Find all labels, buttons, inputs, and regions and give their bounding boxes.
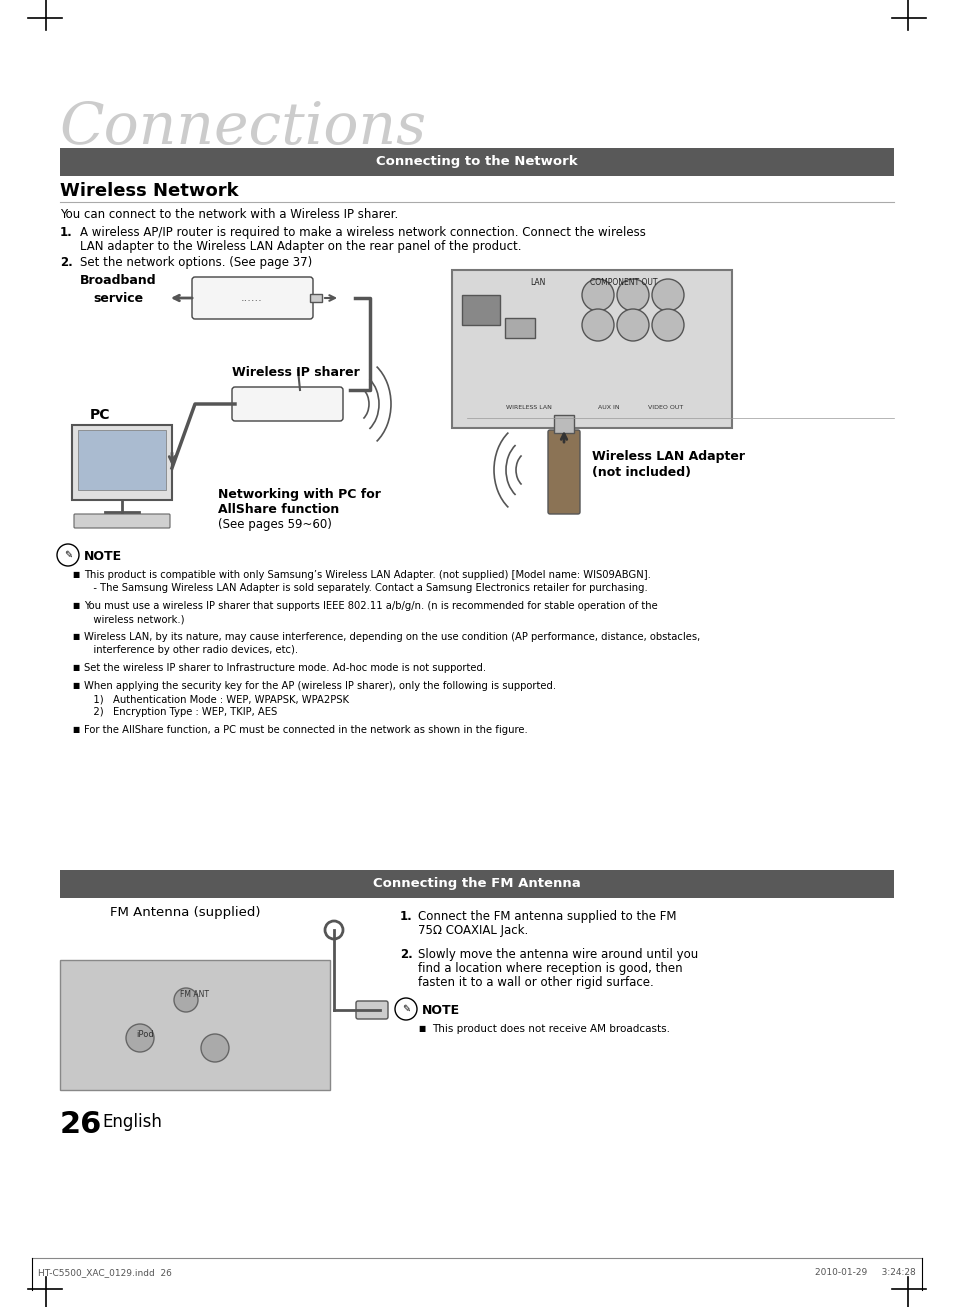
Text: English: English	[102, 1114, 162, 1131]
FancyBboxPatch shape	[355, 1001, 388, 1019]
FancyBboxPatch shape	[310, 294, 322, 302]
Text: - The Samsung Wireless LAN Adapter is sold separately. Contact a Samsung Electro: - The Samsung Wireless LAN Adapter is so…	[84, 583, 647, 593]
Text: When applying the security key for the AP (wireless IP sharer), only the followi: When applying the security key for the A…	[84, 681, 556, 691]
Text: iPod: iPod	[136, 1030, 153, 1039]
Text: wireless network.): wireless network.)	[84, 614, 184, 623]
Circle shape	[173, 988, 198, 1012]
Text: 2.: 2.	[399, 948, 413, 961]
Text: Connections: Connections	[60, 101, 427, 157]
Text: Set the wireless IP sharer to Infrastructure mode. Ad-hoc mode is not supported.: Set the wireless IP sharer to Infrastruc…	[84, 663, 486, 673]
Text: 1)   Authentication Mode : WEP, WPAPSK, WPA2PSK: 1) Authentication Mode : WEP, WPAPSK, WP…	[84, 694, 349, 704]
Text: ■: ■	[71, 601, 79, 610]
Text: Wireless LAN, by its nature, may cause interference, depending on the use condit: Wireless LAN, by its nature, may cause i…	[84, 633, 700, 642]
FancyBboxPatch shape	[60, 961, 330, 1090]
Text: ■: ■	[71, 663, 79, 672]
Circle shape	[651, 278, 683, 311]
FancyBboxPatch shape	[504, 318, 535, 339]
Circle shape	[651, 308, 683, 341]
Text: PC: PC	[90, 408, 111, 422]
Circle shape	[57, 544, 79, 566]
Circle shape	[126, 1023, 153, 1052]
Text: For the AllShare function, a PC must be connected in the network as shown in the: For the AllShare function, a PC must be …	[84, 725, 527, 735]
Text: 2)   Encryption Type : WEP, TKIP, AES: 2) Encryption Type : WEP, TKIP, AES	[84, 707, 277, 718]
Circle shape	[325, 921, 343, 938]
Text: A wireless AP/IP router is required to make a wireless network connection. Conne: A wireless AP/IP router is required to m…	[80, 226, 645, 239]
Text: NOTE: NOTE	[421, 1004, 459, 1017]
Text: 2.: 2.	[60, 256, 72, 269]
Text: COMPONENT OUT: COMPONENT OUT	[589, 278, 657, 288]
Text: ■: ■	[71, 725, 79, 735]
Text: This product is compatible with only Samsung’s Wireless LAN Adapter. (not suppli: This product is compatible with only Sam…	[84, 570, 650, 580]
Circle shape	[581, 308, 614, 341]
Text: NOTE: NOTE	[84, 550, 122, 563]
FancyBboxPatch shape	[71, 425, 172, 501]
Text: 1.: 1.	[60, 226, 72, 239]
Text: ■: ■	[71, 570, 79, 579]
Text: Connecting to the Network: Connecting to the Network	[375, 156, 578, 169]
Text: Wireless IP sharer: Wireless IP sharer	[232, 366, 359, 379]
Text: Wireless Network: Wireless Network	[60, 182, 238, 200]
Text: WIRELESS LAN: WIRELESS LAN	[505, 405, 551, 410]
Text: You can connect to the network with a Wireless IP sharer.: You can connect to the network with a Wi…	[60, 208, 397, 221]
Text: ■: ■	[71, 681, 79, 690]
Text: ......: ......	[241, 293, 263, 303]
FancyBboxPatch shape	[232, 387, 343, 421]
Text: AUX IN: AUX IN	[598, 405, 619, 410]
FancyBboxPatch shape	[60, 148, 893, 176]
Text: You must use a wireless IP sharer that supports IEEE 802.11 a/b/g/n. (n is recom: You must use a wireless IP sharer that s…	[84, 601, 657, 610]
Text: Connect the FM antenna supplied to the FM: Connect the FM antenna supplied to the F…	[417, 910, 676, 923]
Circle shape	[581, 278, 614, 311]
Text: ■: ■	[417, 1023, 425, 1033]
Text: Set the network options. (See page 37): Set the network options. (See page 37)	[80, 256, 312, 269]
Text: ■: ■	[71, 633, 79, 640]
Text: find a location where reception is good, then: find a location where reception is good,…	[417, 962, 682, 975]
Text: (See pages 59~60): (See pages 59~60)	[218, 518, 332, 531]
Text: ✎: ✎	[401, 1004, 410, 1014]
Text: interference by other radio devices, etc).: interference by other radio devices, etc…	[84, 644, 297, 655]
Circle shape	[617, 278, 648, 311]
Text: 26: 26	[60, 1110, 102, 1138]
Text: FM ANT: FM ANT	[180, 989, 210, 999]
Text: FM Antenna (supplied): FM Antenna (supplied)	[110, 906, 260, 919]
Text: Slowly move the antenna wire around until you: Slowly move the antenna wire around unti…	[417, 948, 698, 961]
Text: This product does not receive AM broadcasts.: This product does not receive AM broadca…	[432, 1023, 669, 1034]
FancyBboxPatch shape	[461, 295, 499, 325]
Circle shape	[201, 1034, 229, 1063]
Text: fasten it to a wall or other rigid surface.: fasten it to a wall or other rigid surfa…	[417, 976, 653, 989]
Text: LAN adapter to the Wireless LAN Adapter on the rear panel of the product.: LAN adapter to the Wireless LAN Adapter …	[80, 240, 521, 254]
Circle shape	[395, 999, 416, 1019]
FancyBboxPatch shape	[192, 277, 313, 319]
Text: Connecting the FM Antenna: Connecting the FM Antenna	[373, 877, 580, 890]
Circle shape	[617, 308, 648, 341]
FancyBboxPatch shape	[554, 416, 574, 433]
Text: (not included): (not included)	[592, 467, 690, 478]
Text: 75Ω COAXIAL Jack.: 75Ω COAXIAL Jack.	[417, 924, 528, 937]
Text: ✎: ✎	[64, 550, 72, 559]
FancyBboxPatch shape	[452, 271, 731, 427]
FancyBboxPatch shape	[78, 430, 166, 490]
Text: VIDEO OUT: VIDEO OUT	[647, 405, 682, 410]
FancyBboxPatch shape	[60, 870, 893, 898]
FancyBboxPatch shape	[74, 514, 170, 528]
FancyBboxPatch shape	[547, 430, 579, 514]
Text: AllShare function: AllShare function	[218, 503, 339, 516]
Text: 1.: 1.	[399, 910, 413, 923]
Text: LAN: LAN	[530, 278, 545, 288]
Text: Networking with PC for: Networking with PC for	[218, 488, 380, 501]
Text: 2010-01-29     3:24:28: 2010-01-29 3:24:28	[815, 1268, 915, 1277]
Text: Wireless LAN Adapter: Wireless LAN Adapter	[592, 450, 744, 463]
Text: Broadband
service: Broadband service	[80, 274, 156, 305]
Text: HT-C5500_XAC_0129.indd  26: HT-C5500_XAC_0129.indd 26	[38, 1268, 172, 1277]
